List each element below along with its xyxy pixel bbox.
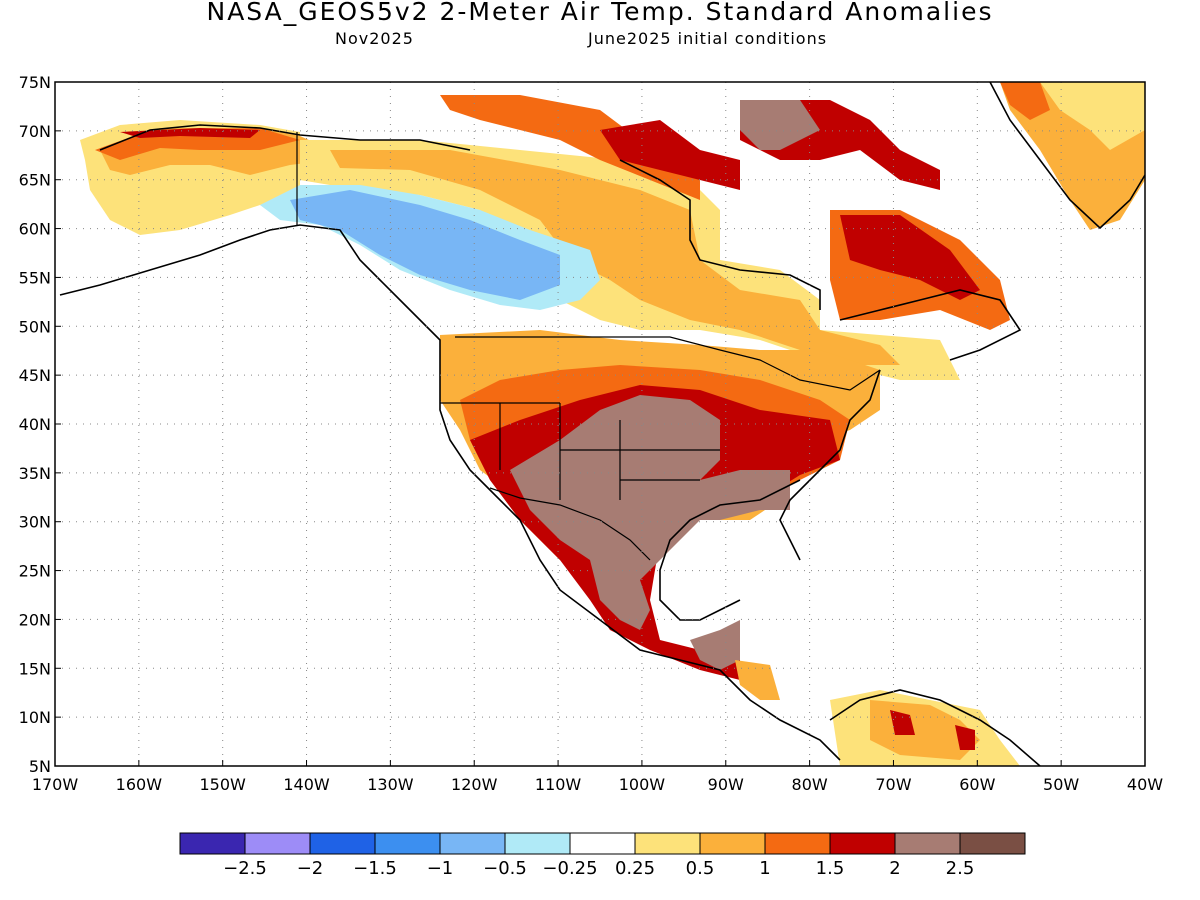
colorbar-swatch bbox=[764, 832, 831, 855]
lat-tick-label: 65N bbox=[19, 171, 51, 190]
lon-tick-label: 70W bbox=[875, 775, 911, 794]
lat-tick-label: 70N bbox=[19, 122, 51, 141]
map-title: NASA_GEOS5v2 2-Meter Air Temp. Standard … bbox=[206, 0, 994, 26]
lon-tick-label: 120W bbox=[451, 775, 498, 794]
colorbar-swatch bbox=[309, 832, 376, 855]
colorbar-swatch bbox=[504, 832, 571, 855]
forecast-month: Nov2025 bbox=[335, 29, 414, 48]
lon-tick-label: 80W bbox=[792, 775, 828, 794]
colorbar-swatch bbox=[829, 832, 896, 855]
lon-tick-label: 60W bbox=[959, 775, 995, 794]
colorbar-label: −0.25 bbox=[542, 858, 597, 879]
anomaly-shading bbox=[80, 82, 1145, 766]
colorbar-swatch bbox=[179, 832, 246, 855]
colorbar-swatch bbox=[959, 832, 1026, 855]
lon-tick-label: 100W bbox=[619, 775, 666, 794]
colorbar-swatch bbox=[699, 832, 766, 855]
colorbar-swatch bbox=[634, 832, 701, 855]
coastlines bbox=[59, 82, 1145, 766]
colorbar-swatch bbox=[374, 832, 441, 855]
map-frame bbox=[54, 81, 1146, 767]
colorbar-label: 0.5 bbox=[686, 858, 715, 879]
lat-tick-label: 15N bbox=[19, 659, 51, 678]
lat-tick-label: 5N bbox=[29, 757, 51, 776]
colorbar-swatch bbox=[894, 832, 961, 855]
colorbar-swatch bbox=[439, 832, 506, 855]
lon-tick-label: 170W bbox=[32, 775, 79, 794]
colorbar-label: 1.5 bbox=[816, 858, 845, 879]
lon-tick-label: 90W bbox=[708, 775, 744, 794]
lat-tick-label: 60N bbox=[19, 220, 51, 239]
colorbar-label: −0.5 bbox=[483, 858, 527, 879]
lon-tick-label: 130W bbox=[367, 775, 414, 794]
colorbar-label: −2.5 bbox=[223, 858, 267, 879]
colorbar-label: −1 bbox=[427, 858, 454, 879]
lat-tick-label: 30N bbox=[19, 513, 51, 532]
lon-tick-label: 40W bbox=[1127, 775, 1163, 794]
gridlines: 75N 70N 65N 60N 55N 50N 45N 40N 35N 30N 25N 20N 15N 1… bbox=[19, 73, 1164, 794]
lat-tick-label: 10N bbox=[19, 708, 51, 727]
lat-tick-label: 40N bbox=[19, 415, 51, 434]
colorbar-label: 1 bbox=[759, 858, 770, 879]
lat-tick-label: 35N bbox=[19, 464, 51, 483]
colorbar-label: −2 bbox=[297, 858, 324, 879]
colorbar-swatch bbox=[244, 832, 311, 855]
colorbar-label: −1.5 bbox=[353, 858, 397, 879]
lat-tick-label: 45N bbox=[19, 366, 51, 385]
lon-tick-label: 150W bbox=[200, 775, 247, 794]
lon-tick-label: 50W bbox=[1043, 775, 1079, 794]
colorbar-swatch bbox=[569, 832, 636, 855]
political-borders bbox=[296, 132, 881, 561]
lon-tick-label: 140W bbox=[283, 775, 330, 794]
lat-tick-label: 75N bbox=[19, 73, 51, 92]
lon-tick-label: 160W bbox=[116, 775, 163, 794]
colorbar-label: 0.25 bbox=[615, 858, 655, 879]
colorbar-label: 2.5 bbox=[946, 858, 975, 879]
lat-tick-label: 25N bbox=[19, 562, 51, 581]
init-conditions: June2025 initial conditions bbox=[588, 29, 828, 48]
lat-tick-label: 20N bbox=[19, 610, 51, 629]
lat-tick-label: 55N bbox=[19, 268, 51, 287]
lon-tick-label: 110W bbox=[535, 775, 582, 794]
colorbar-label: 2 bbox=[889, 858, 900, 879]
lat-tick-label: 50N bbox=[19, 317, 51, 336]
